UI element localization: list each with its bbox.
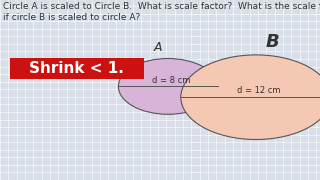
Text: d = 8 cm: d = 8 cm [152, 76, 190, 85]
Circle shape [118, 58, 218, 114]
Bar [10, 58, 144, 79]
Circle shape [181, 55, 320, 140]
Text: Shrink < 1.: Shrink < 1. [29, 61, 124, 76]
Text: B: B [265, 33, 279, 51]
Text: Circle A is scaled to Circle B.  What is scale factor?  What is the scale factor: Circle A is scaled to Circle B. What is … [3, 2, 320, 22]
Text: d = 12 cm: d = 12 cm [237, 86, 281, 95]
Text: A: A [154, 41, 163, 54]
